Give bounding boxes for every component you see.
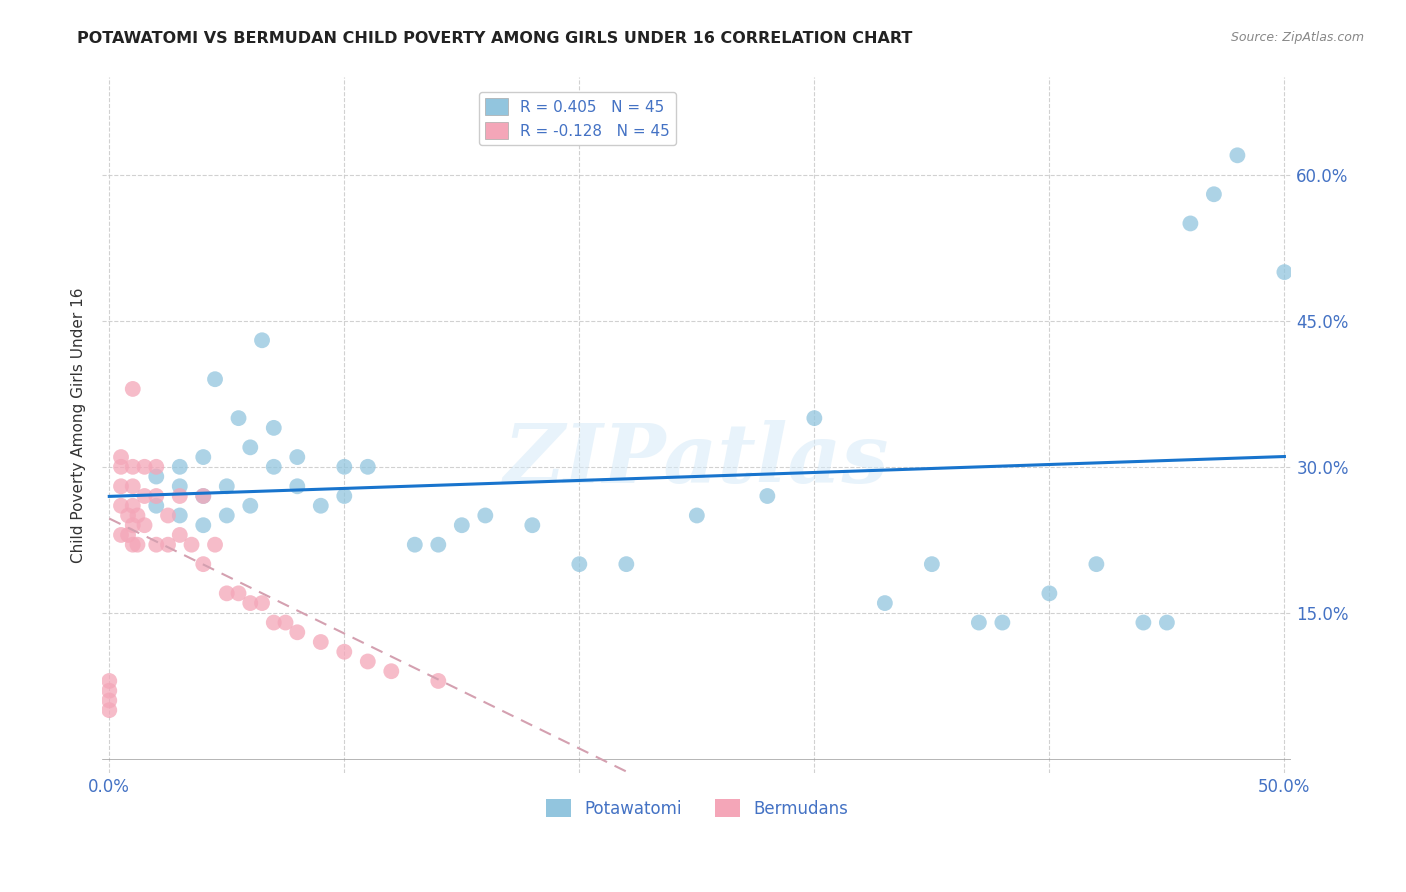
Point	[134, 459, 156, 474]
Point	[228, 586, 250, 600]
Point	[193, 489, 215, 503]
Point	[333, 459, 356, 474]
Point	[121, 518, 143, 533]
Point	[157, 508, 180, 523]
Point	[180, 538, 202, 552]
Point	[1226, 148, 1249, 162]
Point	[98, 673, 121, 688]
Point	[1085, 557, 1108, 571]
Point	[169, 508, 191, 523]
Text: Source: ZipAtlas.com: Source: ZipAtlas.com	[1230, 31, 1364, 45]
Point	[568, 557, 591, 571]
Point	[215, 586, 238, 600]
Point	[169, 489, 191, 503]
Point	[110, 528, 132, 542]
Text: POTAWATOMI VS BERMUDAN CHILD POVERTY AMONG GIRLS UNDER 16 CORRELATION CHART: POTAWATOMI VS BERMUDAN CHILD POVERTY AMO…	[77, 31, 912, 46]
Point	[98, 703, 121, 717]
Point	[117, 528, 139, 542]
Point	[1274, 265, 1296, 279]
Point	[1132, 615, 1154, 630]
Point	[193, 489, 215, 503]
Point	[263, 421, 285, 435]
Point	[309, 499, 332, 513]
Point	[110, 499, 132, 513]
Point	[121, 538, 143, 552]
Point	[427, 673, 450, 688]
Point	[1038, 586, 1060, 600]
Point	[228, 411, 250, 425]
Point	[193, 450, 215, 464]
Point	[474, 508, 496, 523]
Point	[193, 557, 215, 571]
Point	[134, 518, 156, 533]
Point	[134, 489, 156, 503]
Point	[193, 518, 215, 533]
Point	[204, 372, 226, 386]
Point	[110, 459, 132, 474]
Point	[686, 508, 709, 523]
Point	[404, 538, 426, 552]
Point	[239, 499, 262, 513]
Point	[450, 518, 472, 533]
Point	[169, 528, 191, 542]
Point	[110, 450, 132, 464]
Point	[127, 538, 149, 552]
Point	[121, 499, 143, 513]
Point	[145, 469, 167, 483]
Point	[921, 557, 943, 571]
Point	[215, 508, 238, 523]
Point	[614, 557, 637, 571]
Point	[98, 693, 121, 707]
Y-axis label: Child Poverty Among Girls Under 16: Child Poverty Among Girls Under 16	[72, 288, 86, 563]
Point	[121, 382, 143, 396]
Point	[1156, 615, 1178, 630]
Point	[803, 411, 825, 425]
Point	[427, 538, 450, 552]
Point	[873, 596, 896, 610]
Point	[169, 479, 191, 493]
Point	[121, 459, 143, 474]
Legend: Potawatomi, Bermudans: Potawatomi, Bermudans	[538, 792, 855, 824]
Point	[357, 459, 380, 474]
Point	[756, 489, 779, 503]
Point	[333, 489, 356, 503]
Point	[239, 440, 262, 454]
Point	[522, 518, 544, 533]
Point	[157, 538, 180, 552]
Point	[127, 508, 149, 523]
Point	[967, 615, 990, 630]
Point	[333, 645, 356, 659]
Point	[239, 596, 262, 610]
Point	[285, 450, 308, 464]
Point	[285, 625, 308, 640]
Point	[121, 479, 143, 493]
Point	[110, 479, 132, 493]
Point	[285, 479, 308, 493]
Point	[250, 333, 273, 347]
Point	[274, 615, 297, 630]
Point	[380, 664, 402, 678]
Point	[250, 596, 273, 610]
Point	[357, 655, 380, 669]
Point	[215, 479, 238, 493]
Point	[169, 459, 191, 474]
Point	[117, 508, 139, 523]
Text: ZIPatlas: ZIPatlas	[505, 420, 890, 500]
Point	[204, 538, 226, 552]
Point	[1180, 217, 1202, 231]
Point	[98, 683, 121, 698]
Point	[145, 538, 167, 552]
Point	[1202, 187, 1225, 202]
Point	[145, 489, 167, 503]
Point	[263, 459, 285, 474]
Point	[145, 499, 167, 513]
Point	[263, 615, 285, 630]
Point	[991, 615, 1014, 630]
Point	[145, 459, 167, 474]
Point	[309, 635, 332, 649]
